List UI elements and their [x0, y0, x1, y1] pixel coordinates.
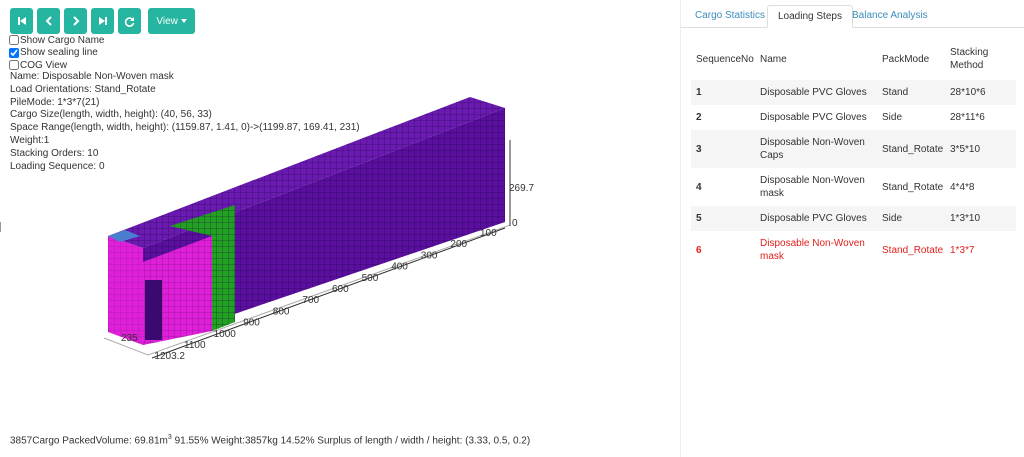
refresh-button[interactable]	[118, 8, 141, 34]
table-row[interactable]: 1 Disposable PVC Gloves Stand 28*10*6	[691, 80, 1016, 105]
length-label: 400	[391, 262, 408, 273]
table-cell: 4	[696, 181, 702, 193]
table-cell: Disposable Non-Woven mask	[760, 175, 865, 199]
table-cell: Disposable Non-Woven Caps	[755, 130, 877, 168]
table-cell: Disposable PVC Gloves	[760, 112, 867, 123]
table-cell: Disposable PVC Gloves	[755, 206, 877, 231]
column-header: Stacking Method	[950, 47, 989, 71]
info-line: Loading Sequence: 0	[10, 160, 105, 172]
table-cell: 1*3*7	[950, 244, 975, 256]
front-grid	[108, 236, 143, 345]
option-label: Show Cargo Name	[20, 34, 105, 46]
table-cell: Side	[882, 112, 903, 123]
last-cargo	[145, 280, 162, 340]
side-panel: Cargo Statistics Loading Steps Balance Ana…	[680, 0, 1024, 457]
table-cell: 1*3*10	[945, 206, 1016, 231]
header-row: SequenceNo Name PackMode Stacking Method	[691, 40, 1016, 80]
info-line: Weight:1	[10, 135, 50, 146]
summary: 3857Cargo PackedVolume: 69.81m3 91.55% W…	[10, 434, 530, 446]
checkbox[interactable]	[9, 60, 19, 70]
info-line: Load Orientations: Stand_Rotate	[10, 83, 156, 95]
icon	[72, 16, 79, 26]
first-button[interactable]	[10, 8, 33, 34]
checkbox[interactable]	[9, 35, 19, 45]
column-header: Name	[760, 53, 787, 65]
table-cell: Stand	[877, 80, 945, 105]
tab[interactable]: Loading Steps	[767, 5, 853, 28]
icon	[98, 17, 107, 25]
height-label: 0	[512, 218, 518, 229]
table-cell: 4*4*8	[950, 181, 975, 193]
table-cell: Stand_Rotate	[877, 130, 945, 168]
table-cell: Disposable Non-Woven mask	[760, 238, 865, 262]
option-label: COG View	[20, 59, 68, 71]
icon	[45, 16, 52, 26]
rows: 1 Disposable PVC Gloves Stand 28*10*6 2 Dispo…	[691, 80, 1016, 269]
green-grid	[170, 205, 235, 331]
last-button[interactable]	[91, 8, 114, 34]
length-label: 600	[332, 284, 349, 295]
table-row[interactable]: 2 Disposable PVC Gloves Side 28*11*6	[691, 105, 1016, 130]
info-line: Cargo Size(length, width, height): (40, …	[10, 109, 212, 121]
option[interactable]: Show sealing line	[9, 47, 98, 59]
length-label: 1203.2	[154, 351, 185, 362]
caret	[180, 19, 187, 23]
top-grid	[108, 97, 505, 248]
summary-text: 91.55% Weight:3857kg 14.52% Surplus of l…	[171, 435, 531, 447]
tab[interactable]: Cargo Statistics	[695, 10, 766, 21]
view-label: View	[156, 15, 178, 27]
table-cell: 2	[696, 112, 702, 123]
info-line: PileMode: 1*3*7(21)	[10, 96, 100, 108]
summary-sup: 3	[167, 434, 172, 441]
icon	[124, 16, 135, 27]
table-row[interactable]: 6 Disposable Non-Woven mask Stand_Rotate 1*…	[691, 231, 1016, 269]
prev-button[interactable]	[37, 8, 60, 34]
length-label: 500	[362, 273, 379, 284]
container-view: 269.7 0 100 200 300 400 500 600 700 800 900 1000 110…	[0, 97, 534, 362]
icon	[17, 17, 26, 25]
checkbox[interactable]	[9, 47, 19, 58]
length-label: 900	[243, 318, 260, 329]
table-cell: Stand_Rotate	[882, 181, 944, 193]
length-label: 100	[480, 228, 497, 239]
height-label: 269.7	[509, 183, 534, 194]
front-corner	[108, 230, 140, 242]
table-cell: 3*5*10	[945, 130, 1016, 168]
option-label: Show sealing line	[20, 47, 98, 58]
floor-edge	[103, 224, 511, 356]
length-label: 800	[273, 306, 290, 317]
table-cell: 5	[691, 206, 755, 231]
table-row[interactable]: 4 Disposable Non-Woven mask Stand_Rotate 4*…	[691, 168, 1016, 206]
length-label: 200	[450, 239, 467, 250]
table-row[interactable]: 3 Disposable Non-Woven Caps Stand_Rotate 3*…	[691, 130, 1016, 168]
option[interactable]: Show Cargo Name	[9, 34, 104, 46]
table-cell: 1	[691, 80, 755, 105]
info-line: Stacking Orders: 10	[10, 147, 99, 159]
next-button[interactable]	[64, 8, 87, 34]
table-cell: Side	[877, 206, 945, 231]
view-button[interactable]: View	[148, 8, 195, 34]
table-cell: 28*11*6	[950, 112, 985, 123]
option[interactable]: COG View	[9, 59, 67, 71]
column-header: PackMode	[882, 53, 930, 65]
length-axis	[151, 227, 506, 359]
info-line: Space Range(length, width, height): (115…	[10, 122, 360, 134]
table-row[interactable]: 5 Disposable PVC Gloves Side 1*3*10	[691, 206, 1016, 231]
length-label: 1000	[214, 329, 237, 340]
length-label: 300	[421, 250, 438, 261]
table-cell: 3	[691, 130, 755, 168]
length-label: 1100	[184, 340, 206, 351]
table-cell: Stand_Rotate	[882, 244, 944, 256]
table-cell: 28*10*6	[945, 80, 1016, 105]
table-cell: Disposable PVC Gloves	[755, 80, 877, 105]
width-label: 235	[121, 333, 138, 344]
info-line: Name: Disposable Non-Woven mask	[10, 71, 174, 82]
length-label: 700	[302, 295, 319, 306]
table-cell: 6	[696, 244, 702, 256]
column-header: SequenceNo	[696, 53, 754, 65]
summary-text: 3857Cargo PackedVolume: 69.81m	[10, 435, 168, 447]
tab[interactable]: Balance Analysis	[852, 10, 928, 21]
